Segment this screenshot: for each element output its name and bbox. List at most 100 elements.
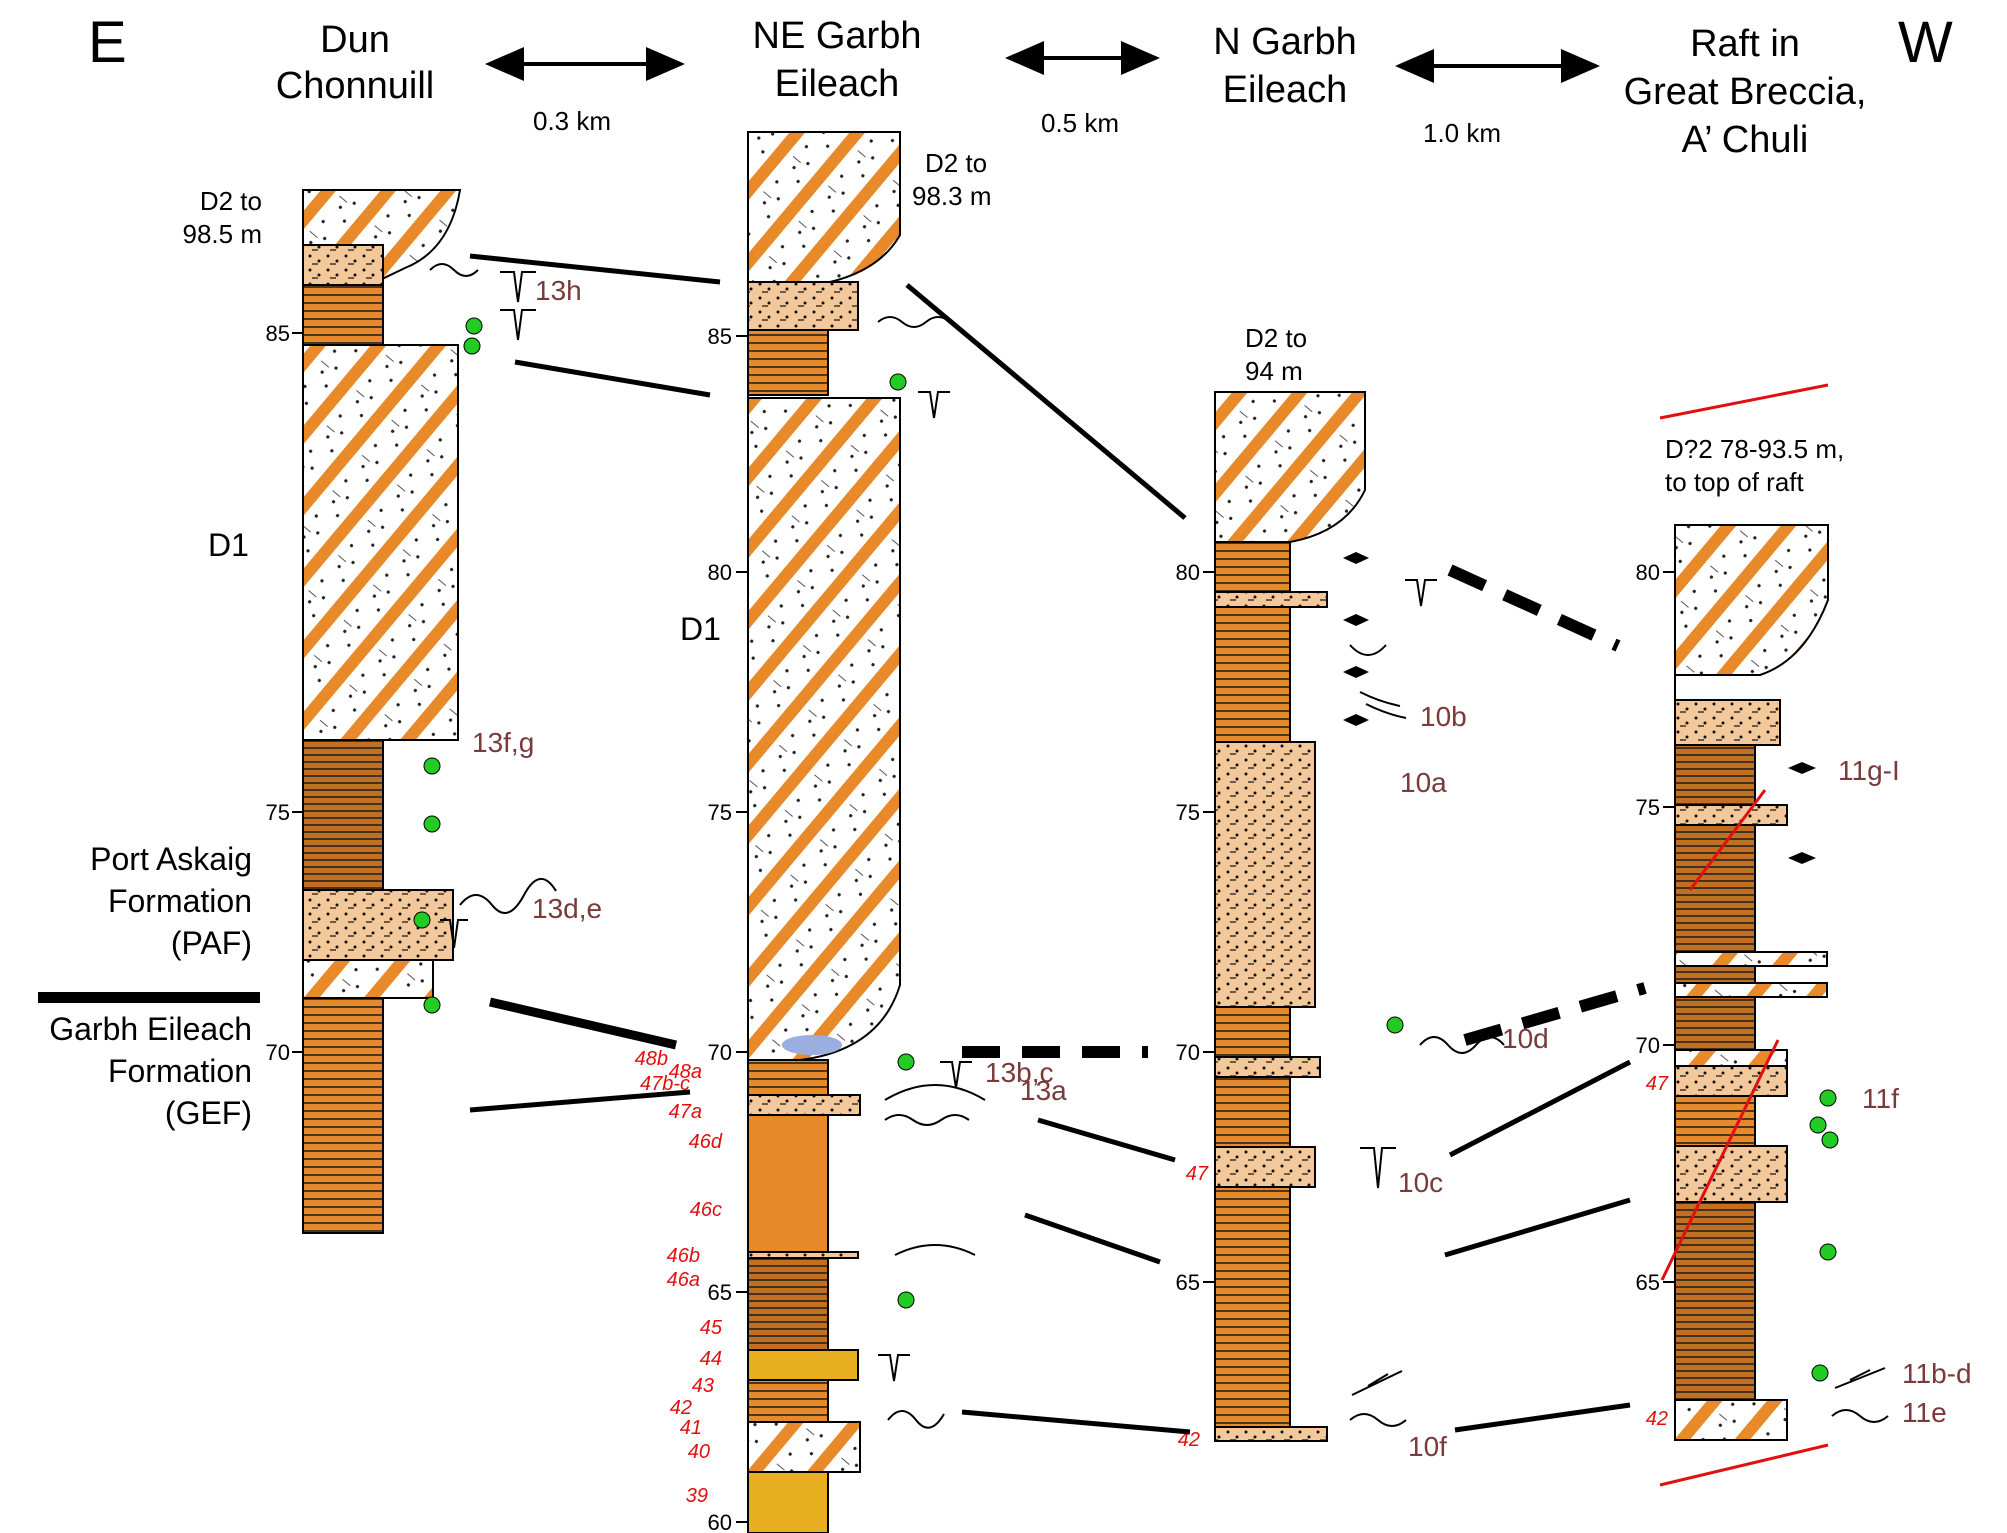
ne-gef-laminite-3 bbox=[747, 1379, 829, 1423]
ne-bed-47a: 47a bbox=[669, 1101, 702, 1123]
ref-13fg: 13f,g bbox=[472, 727, 534, 758]
raft-diam-42 bbox=[1674, 1399, 1788, 1441]
ne-bed-85b bbox=[747, 329, 829, 396]
dun-laminite-85 bbox=[302, 284, 384, 346]
raft-top-note-1: D?2 78-93.5 m, bbox=[1665, 434, 1844, 464]
ne-tick-60: 60 bbox=[708, 1510, 732, 1533]
ne-bed-43: 43 bbox=[692, 1375, 714, 1397]
dun-stromatolite-3 bbox=[423, 757, 441, 775]
dropstone-symbol-1 bbox=[500, 271, 536, 303]
ripple-symbol-4 bbox=[884, 1114, 970, 1126]
raft-diam-72b bbox=[1674, 982, 1828, 998]
ref-10c: 10c bbox=[1398, 1167, 1443, 1198]
dun-d1-diamictite bbox=[302, 344, 459, 741]
paf-label-1: Port Askaig bbox=[90, 841, 252, 877]
dun-laminite-gef bbox=[302, 997, 384, 1234]
ne-diamictite-top bbox=[747, 131, 901, 283]
col-title-ne-1: NE Garbh bbox=[753, 15, 922, 57]
lamination-symbol-1 bbox=[1359, 691, 1407, 719]
corr-line-ne-n-46 bbox=[1024, 1212, 1161, 1265]
column-ne-garbh-eileach: D2 to 98.3 m D1 85 80 75 70 65 60 13b,c bbox=[635, 131, 1067, 1533]
col-title-dun-2: Chonnuill bbox=[276, 65, 434, 107]
ne-gef-sandy-1 bbox=[747, 1094, 861, 1116]
raft-sandy-75 bbox=[1674, 804, 1788, 826]
n-sandy-80 bbox=[1214, 591, 1328, 608]
n-sandy-67 bbox=[1214, 1146, 1316, 1188]
ne-bed-45: 45 bbox=[700, 1317, 723, 1339]
col-title-raft-3: A’ Chuli bbox=[1682, 119, 1809, 161]
raft-diam-72a bbox=[1674, 951, 1828, 967]
hummocky-symbol-2 bbox=[894, 1244, 976, 1256]
dun-top-note-1: D2 to bbox=[200, 186, 262, 216]
paf-label-2: Formation bbox=[108, 883, 252, 919]
ne-bed-46b: 46b bbox=[667, 1245, 700, 1267]
col-title-raft-2: Great Breccia, bbox=[1624, 71, 1867, 113]
ne-top-note-2: 98.3 m bbox=[912, 181, 992, 211]
corr-line-n-raft-42 bbox=[1454, 1402, 1631, 1433]
raft-laminite-65 bbox=[1674, 1201, 1756, 1401]
direction-east: E bbox=[88, 10, 127, 75]
ripple-symbol-1 bbox=[429, 263, 479, 277]
dropstone-symbol-6 bbox=[878, 1354, 910, 1382]
dun-stromatolite-2 bbox=[463, 337, 481, 355]
n-bed-47: 47 bbox=[1186, 1163, 1209, 1185]
n-laminite-80 bbox=[1214, 541, 1291, 743]
corr-line-ne-n-top bbox=[905, 283, 1187, 520]
ref-11e: 11e bbox=[1902, 1397, 1947, 1428]
distance-arrow-2 bbox=[1005, 40, 1160, 76]
raft-diamond-1 bbox=[1788, 762, 1816, 774]
n-tick-80: 80 bbox=[1176, 560, 1200, 585]
ripple-symbol-9 bbox=[1831, 1409, 1889, 1423]
corr-line-n-raft-47 bbox=[1448, 1059, 1632, 1158]
raft-top-note-2: to top of raft bbox=[1665, 467, 1805, 497]
ripple-symbol-5 bbox=[887, 1410, 945, 1429]
ref-13de: 13d,e bbox=[532, 893, 602, 924]
corr-line-n-raft-65 bbox=[1444, 1197, 1631, 1258]
distance-arrow-1 bbox=[485, 46, 685, 82]
raft-laminite-68 bbox=[1674, 1095, 1756, 1147]
corr-line-paf-base bbox=[488, 997, 678, 1050]
ne-bed-48a: 48a bbox=[669, 1061, 702, 1083]
ne-tick-80: 80 bbox=[708, 560, 732, 585]
ref-10a: 10a bbox=[1400, 767, 1447, 798]
ne-stromatolite-3 bbox=[897, 1291, 915, 1309]
sedimentary-structures bbox=[429, 263, 1889, 1429]
raft-stromatolite-3 bbox=[1821, 1131, 1839, 1149]
corr-line-dashed-n-raft-70 bbox=[1463, 982, 1647, 1046]
n-laminite-68 bbox=[1214, 1076, 1291, 1148]
ne-top-note-1: D2 to bbox=[925, 148, 987, 178]
dun-diamictite-71 bbox=[302, 959, 434, 999]
ref-11gi: 11g-I bbox=[1838, 755, 1900, 786]
ne-bed-46d: 46d bbox=[689, 1131, 723, 1153]
distance-label-1: 0.3 km bbox=[533, 106, 611, 136]
n-diamond-3 bbox=[1343, 666, 1369, 678]
ripple-symbol-3 bbox=[877, 316, 951, 328]
dun-unit-label: D1 bbox=[208, 527, 249, 563]
dun-laminite-75 bbox=[302, 739, 384, 891]
dun-tick-70: 70 bbox=[266, 1040, 290, 1065]
n-diamond-4 bbox=[1343, 714, 1369, 726]
ne-bed-40: 40 bbox=[688, 1441, 710, 1463]
ripple-symbol-7 bbox=[1419, 1036, 1505, 1054]
ne-bed-42: 42 bbox=[670, 1397, 692, 1419]
dun-tick-85: 85 bbox=[266, 321, 290, 346]
gef-label-2: Formation bbox=[108, 1053, 252, 1089]
raft-sandy-67 bbox=[1674, 1145, 1788, 1203]
ne-bed-46c: 46c bbox=[690, 1199, 722, 1221]
dun-stromatolite-4 bbox=[423, 815, 441, 833]
dun-bed-85 bbox=[302, 244, 384, 286]
corr-line-dashed-n-raft-80 bbox=[1447, 564, 1621, 652]
ref-10f: 10f bbox=[1408, 1431, 1447, 1462]
corr-line-ne-n-47 bbox=[1037, 1117, 1176, 1163]
n-diamond-1 bbox=[1343, 552, 1369, 564]
ne-tick-75: 75 bbox=[708, 800, 732, 825]
column-n-garbh-eileach: D2 to 94 m 80 75 70 65 10b 10a 10d 10c 1… bbox=[1176, 323, 1549, 1462]
raft-base-fault bbox=[1659, 1443, 1829, 1487]
ne-bed-47bc: 47b-c bbox=[640, 1073, 690, 1095]
paf-label-3: (PAF) bbox=[171, 925, 252, 961]
dun-stromatolite-1 bbox=[465, 317, 483, 335]
col-title-raft-1: Raft in bbox=[1690, 23, 1800, 65]
n-laminite-65 bbox=[1214, 1186, 1291, 1428]
ne-gef-yellow-39 bbox=[747, 1471, 829, 1533]
